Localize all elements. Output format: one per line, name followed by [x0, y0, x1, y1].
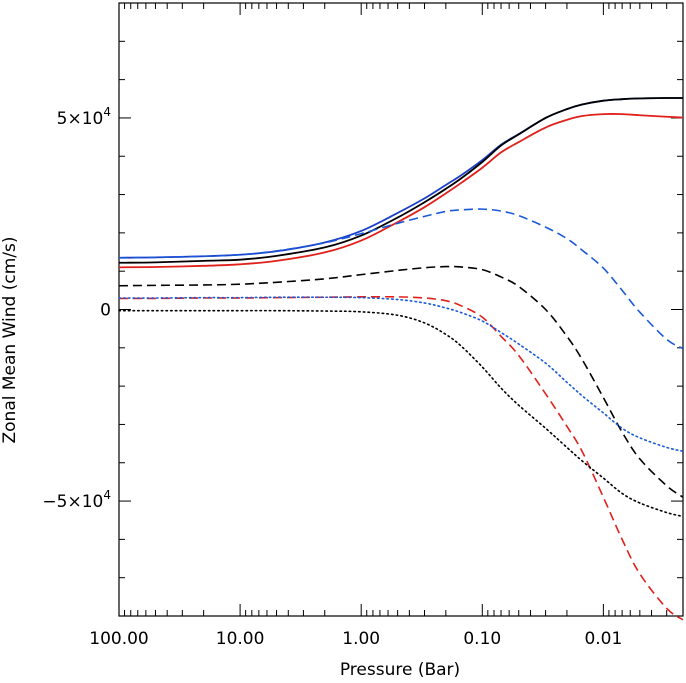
x-tick-label: 1.00: [342, 629, 380, 649]
x-tick-label: 10.00: [216, 629, 265, 649]
plot-border: [118, 2, 684, 617]
series-layer: [118, 97, 684, 621]
x-tick-label: 0.01: [584, 629, 622, 649]
series-black-dotted: [118, 309, 684, 518]
x-tick-label: 100.00: [89, 629, 148, 649]
plot-frame: [118, 2, 684, 617]
x-tick-label: 0.10: [463, 629, 501, 649]
series-black-dashed: [118, 265, 684, 498]
series-blue-solid: [118, 97, 684, 259]
series-red-dashed: [118, 295, 684, 621]
series-blue-dotted: [118, 296, 684, 453]
y-axis-label: Zonal Mean Wind (cm/s): [0, 237, 20, 444]
y-tick-label: −5×104: [42, 488, 111, 512]
y-tick-label: 0: [100, 301, 111, 321]
series-blue-dashed: [118, 208, 684, 350]
series-red-solid: [118, 113, 684, 269]
tick-marks: [118, 2, 683, 617]
y-tick-label: 5×104: [57, 105, 111, 129]
series-black-solid: [118, 97, 684, 264]
x-axis-label: Pressure (Bar): [340, 660, 460, 680]
tick-labels: 100.00 10.00 1.00 0.10 0.01 5×104 0 −5×104: [42, 105, 622, 649]
